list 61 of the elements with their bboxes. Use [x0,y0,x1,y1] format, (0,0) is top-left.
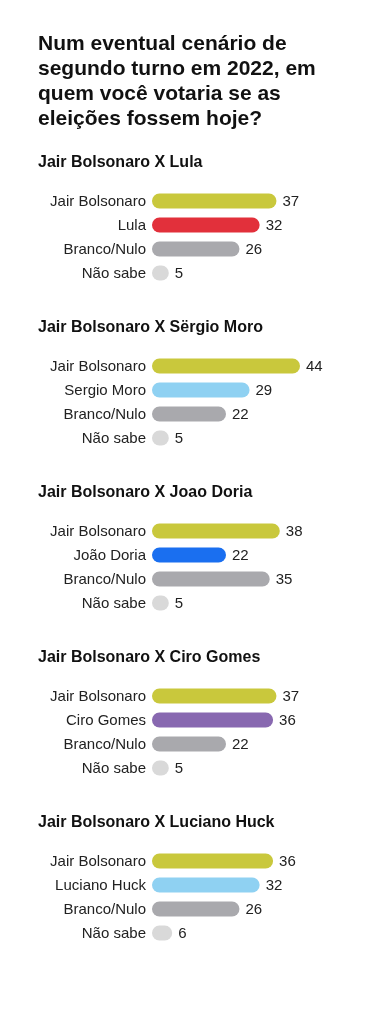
y-tick-label: Não sabe [81,924,146,942]
chart-title: Num eventual cenário de segundo turno em 2022, em quem você votaria se as eleições fossem hoje? [38,31,316,129]
data-label: 44 [306,357,323,375]
bar [152,523,280,539]
bar [152,358,300,374]
bar [152,901,240,917]
chart-subtitle: Jair Bolsonaro X Sërgio Moro [38,318,264,335]
y-tick-label: Lula [117,216,147,234]
data-label: 26 [245,240,263,258]
data-label: 22 [232,546,249,564]
y-tick-label: Não sabe [81,759,146,777]
y-tick-label: Luciano Huck [55,876,147,894]
chart-subtitle: Jair Bolsonaro X Luciano Huck [38,813,275,830]
data-label: 26 [245,900,263,918]
data-label: 5 [174,264,184,282]
bar [152,241,240,257]
bar [152,877,260,893]
bar [152,736,226,752]
y-tick-label: Ciro Gomes [65,711,146,729]
bar [152,688,277,704]
y-tick-label: Não sabe [81,594,146,612]
data-label: 29 [255,381,273,399]
bar [152,193,277,209]
y-tick-label: João Doria [73,546,147,564]
bar [152,571,270,587]
data-label: 32 [265,876,283,894]
data-label: 37 [282,192,300,210]
y-tick-label: Branco/Nulo [63,405,146,423]
y-tick-label: Jair Bolsonaro [50,852,146,870]
y-tick-label: Branco/Nulo [63,570,146,588]
y-tick-label: Sergio Moro [64,381,146,399]
bar [152,406,226,422]
chart-subtitle: Jair Bolsonaro X Ciro Gomes [38,648,261,665]
data-label: 36 [279,852,296,870]
y-tick-label: Branco/Nulo [63,735,146,753]
data-label: 35 [275,570,293,588]
data-label: 38 [285,522,303,540]
y-tick-label: Jair Bolsonaro [50,522,146,540]
bar [152,382,250,398]
data-label: 32 [265,216,283,234]
y-tick-label: Branco/Nulo [63,240,146,258]
y-tick-label: Jair Bolsonaro [50,357,146,375]
bar [152,712,274,728]
chart-subtitle: Jair Bolsonaro X Joao Doria [38,483,253,500]
y-tick-label: Branco/Nulo [63,900,146,918]
y-tick-label: Não sabe [81,429,146,447]
y-tick-label: Não sabe [81,264,146,282]
data-label: 37 [282,687,300,705]
data-label: 36 [279,711,296,729]
y-tick-label: Jair Bolsonaro [50,192,146,210]
chart-subtitle: Jair Bolsonaro X Lula [38,153,203,170]
bar [152,853,274,869]
data-label: 5 [174,429,184,447]
y-tick-label: Jair Bolsonaro [50,687,146,705]
bar [152,217,260,233]
data-label: 5 [174,594,184,612]
data-label: 6 [178,924,187,942]
data-label: 5 [174,759,184,777]
data-label: 22 [232,735,249,753]
bar [152,547,226,563]
data-label: 22 [232,405,249,423]
